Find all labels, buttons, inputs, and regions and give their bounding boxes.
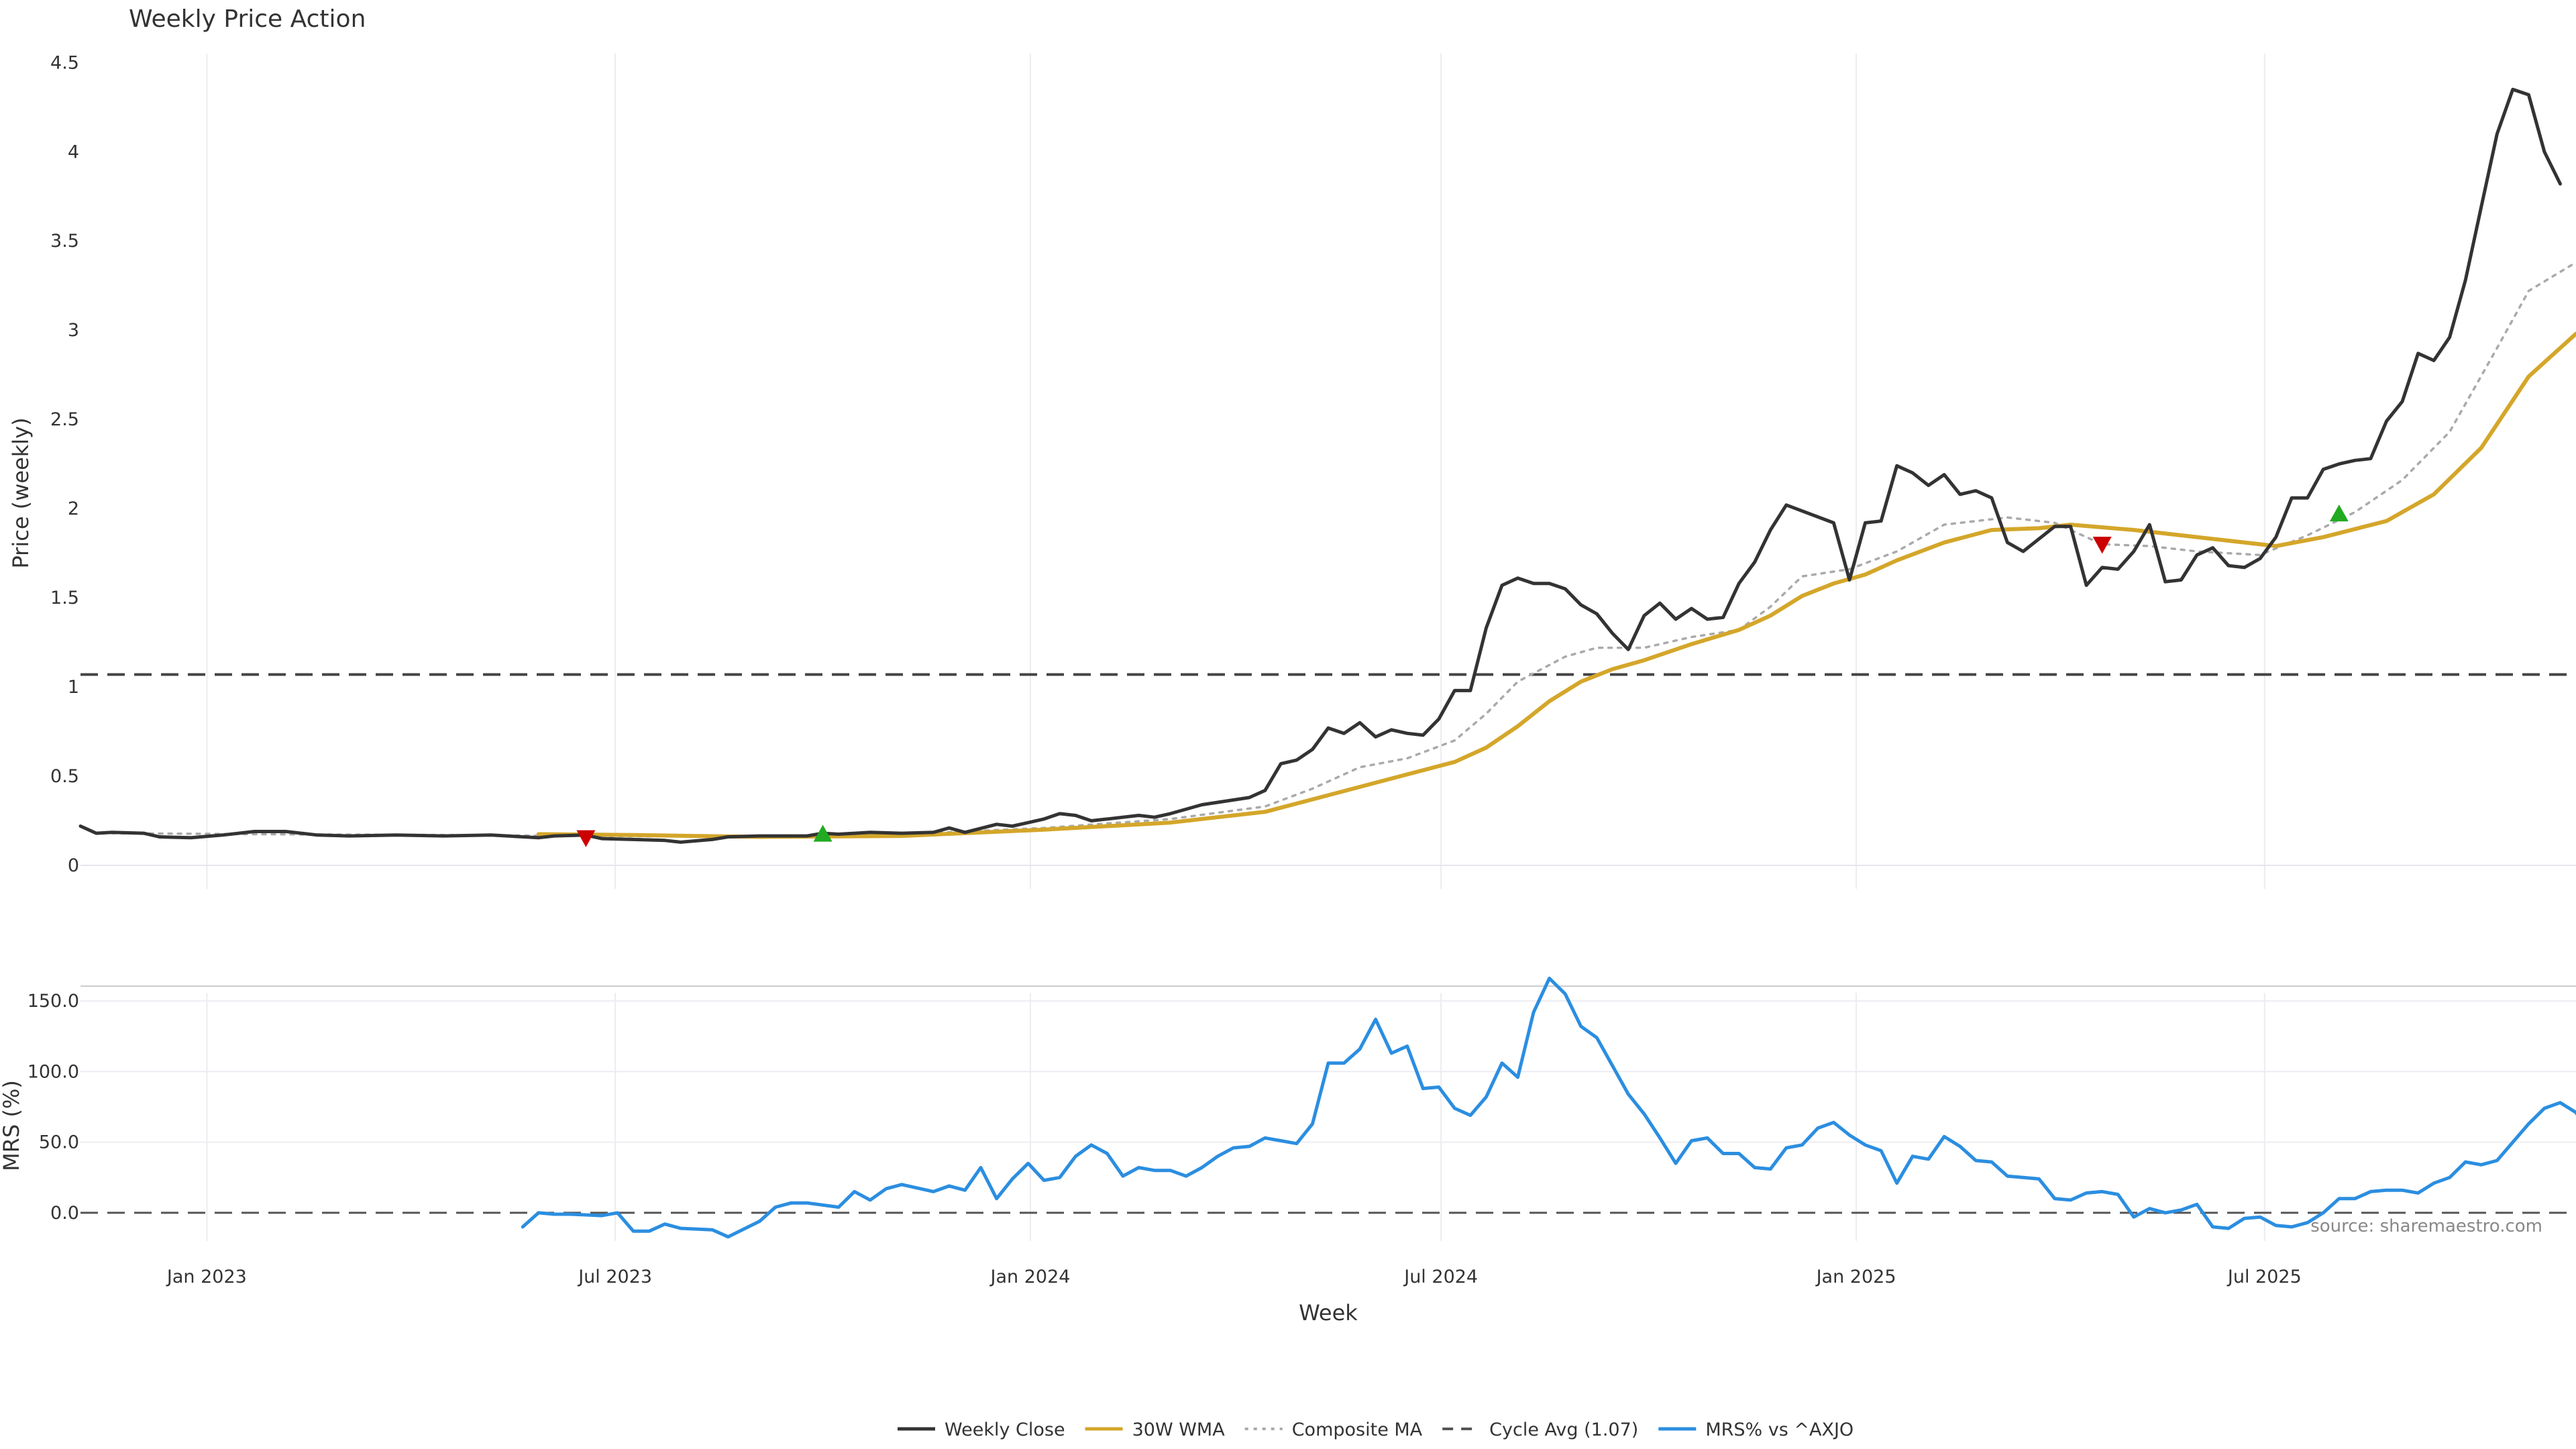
mrs-series [521, 976, 2576, 1239]
legend-label: Composite MA [1292, 1419, 1423, 1440]
price-y-tick-label: 4.5 [50, 52, 79, 73]
legend-label: Cycle Avg (1.07) [1489, 1419, 1638, 1440]
x-tick-label: Jan 2025 [1815, 1267, 1896, 1287]
buy-signal-marker [2329, 504, 2349, 522]
mrs-y-tick-label: 50.0 [39, 1132, 79, 1153]
price-y-ticks: 0 0.5 1 1.5 2 2.5 3 3.5 4 4.5 [50, 52, 79, 876]
legend-label: Weekly Close [945, 1419, 1065, 1440]
price-y-tick-label: 0 [68, 855, 79, 876]
price-y-tick-label: 0.5 [50, 766, 79, 787]
sell-signal-marker [576, 830, 596, 847]
x-tick-label: Jul 2023 [577, 1267, 652, 1287]
price-y-axis-label: Price (weekly) [8, 417, 34, 568]
x-ticks: Jan 2023 Jul 2023 Jan 2024 Jul 2024 Jan 2025… [166, 1267, 2302, 1287]
legend-label: 30W WMA [1132, 1419, 1226, 1440]
mrs-grid [80, 993, 2576, 1241]
price-y-tick-label: 1.5 [50, 588, 79, 608]
mrs-y-tick-label: 100.0 [28, 1061, 79, 1082]
legend-label: MRS% vs ^AXJO [1705, 1419, 1854, 1440]
price-series [78, 87, 2576, 844]
source-note: source: sharemaestro.com [2310, 1216, 2542, 1236]
mrs-y-tick-label: 0.0 [50, 1203, 79, 1224]
x-tick-label: Jul 2024 [1403, 1267, 1478, 1287]
x-axis-label: Week [1299, 1300, 1358, 1326]
x-tick-label: Jan 2023 [166, 1267, 247, 1287]
price-y-tick-label: 3.5 [50, 231, 79, 252]
mrs-y-axis-label: MRS (%) [0, 1080, 24, 1171]
price-y-tick-label: 4 [68, 142, 79, 162]
legend: Weekly Close 30W WMA Composite MA Cycle Avg… [898, 1419, 1854, 1440]
series-line-mrs-vs-axjo [521, 976, 2576, 1239]
series-line-weekly-close [78, 87, 2562, 844]
signal-markers [576, 504, 2349, 847]
price-y-tick-label: 2.5 [50, 409, 79, 430]
mrs-y-ticks: 0.0 50.0 100.0 150.0 [28, 991, 79, 1224]
x-tick-label: Jan 2024 [989, 1267, 1071, 1287]
buy-signal-marker [813, 824, 833, 842]
mrs-y-tick-label: 150.0 [28, 991, 79, 1012]
series-line-composite-ma [111, 261, 2576, 839]
x-tick-label: Jul 2025 [2226, 1267, 2302, 1287]
price-y-tick-label: 3 [68, 320, 79, 341]
price-y-tick-label: 2 [68, 498, 79, 519]
sell-signal-marker [2092, 537, 2112, 554]
chart-title: Weekly Price Action [129, 5, 366, 33]
price-grid [206, 54, 2265, 889]
price-y-tick-label: 1 [68, 677, 79, 698]
